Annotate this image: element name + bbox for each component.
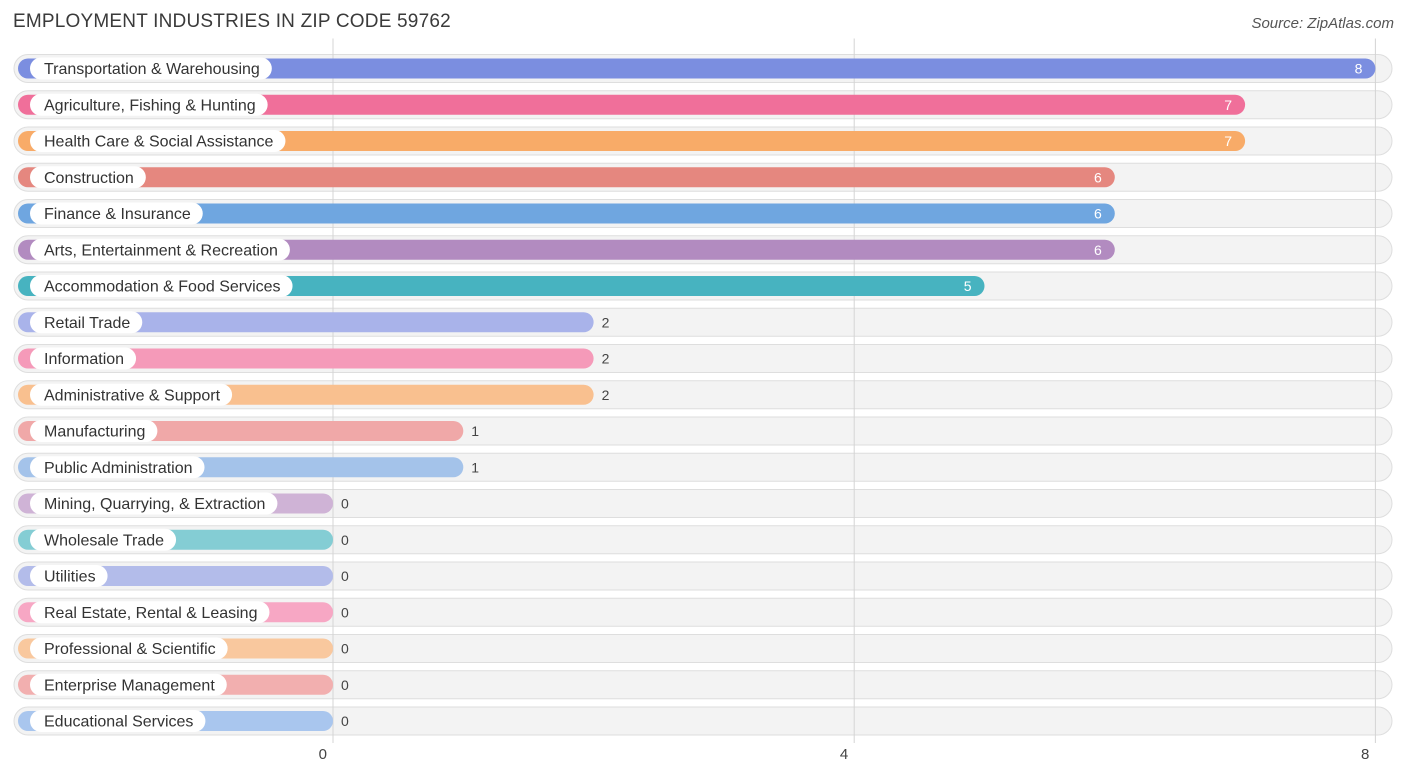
bar (18, 203, 1115, 224)
value-label: 1 (471, 459, 479, 475)
bar-row: Retail Trade 2 (18, 311, 610, 334)
category-label-pill (30, 673, 227, 696)
category-label: Enterprise Management (44, 677, 215, 694)
category-label-pill (30, 420, 158, 442)
row-background (13, 634, 1393, 663)
value-label: 0 (341, 496, 349, 512)
bar (18, 312, 594, 333)
category-label-pill (30, 637, 228, 660)
category-label: Accommodation & Food Services (44, 279, 281, 296)
category-label-pill (30, 492, 278, 515)
category-label-pill (30, 311, 143, 334)
category-label: Real Estate, Rental & Leasing (44, 605, 257, 622)
bar-row: Finance & Insurance 6 (18, 202, 1115, 225)
category-label: Wholesale Trade (44, 532, 164, 549)
bar (18, 94, 1246, 115)
category-label-pill (30, 383, 233, 406)
category-label: Information (44, 351, 124, 368)
category-label-pill (30, 166, 146, 189)
category-label: Public Administration (44, 460, 193, 477)
bar-row: Health Care & Social Assistance 7 (18, 130, 1246, 152)
category-label: Mining, Quarrying, & Extraction (44, 496, 265, 513)
bar-row: Arts, Entertainment & Recreation 6 (18, 238, 1115, 261)
bar-row: Mining, Quarrying, & Extraction 0 (18, 492, 349, 515)
bar (18, 131, 1246, 151)
value-label: 6 (1094, 206, 1102, 222)
value-label: 0 (341, 604, 349, 620)
bar-row: Manufacturing 1 (18, 420, 479, 442)
category-label: Retail Trade (44, 315, 130, 332)
x-tick-label: 8 (1361, 746, 1369, 763)
value-label: 0 (341, 677, 349, 693)
bar (18, 58, 1376, 79)
category-label-pill (30, 601, 270, 624)
category-label: Construction (44, 170, 134, 187)
category-label: Educational Services (44, 714, 193, 731)
bar-row: Utilities 0 (18, 565, 349, 587)
x-axis: 0 4 8 (319, 746, 1370, 763)
bar-row: Construction 6 (18, 166, 1115, 189)
category-label: Professional & Scientific (44, 641, 216, 658)
row-background (13, 670, 1393, 700)
bar-row: Public Administration 1 (18, 456, 479, 479)
category-label-pill (30, 347, 137, 370)
category-label: Utilities (44, 569, 96, 586)
bar-row: Professional & Scientific 0 (18, 637, 349, 660)
value-label: 7 (1224, 133, 1232, 149)
bar-row: Information 2 (18, 347, 610, 370)
category-label-pill (30, 130, 286, 152)
bar-row: Accommodation & Food Services 5 (18, 275, 985, 297)
category-label-pill (30, 238, 290, 261)
bar-row: Enterprise Management 0 (18, 673, 349, 696)
rows-layer: Transportation & Warehousing 8 Agriculture… (18, 57, 1376, 732)
value-label: 2 (602, 351, 610, 367)
category-label-pill (30, 528, 177, 551)
category-label: Finance & Insurance (44, 206, 191, 223)
bar-row: Agriculture, Fishing & Hunting 7 (18, 93, 1246, 116)
value-label: 7 (1224, 97, 1232, 113)
source-note: Source: ZipAtlas.com (1251, 15, 1394, 32)
value-label: 6 (1094, 169, 1102, 185)
bar (18, 167, 1115, 188)
bar-row: Wholesale Trade 0 (18, 528, 349, 551)
value-label: 0 (341, 532, 349, 548)
category-label-pill (30, 565, 108, 587)
value-label: 2 (602, 387, 610, 403)
category-label: Manufacturing (44, 424, 145, 441)
value-label: 0 (341, 713, 349, 729)
category-label-pill (30, 456, 205, 479)
category-label-pill (30, 93, 268, 116)
bar-row: Administrative & Support 2 (18, 383, 610, 406)
bar-row: Real Estate, Rental & Leasing 0 (18, 601, 349, 624)
value-label: 5 (964, 278, 972, 294)
category-label-pill (30, 710, 206, 732)
bar (18, 348, 594, 369)
bar-row: Educational Services 0 (18, 710, 349, 732)
x-tick-label: 0 (319, 746, 327, 763)
category-label: Administrative & Support (44, 387, 221, 404)
value-label: 6 (1094, 242, 1102, 258)
bar-row: Transportation & Warehousing 8 (18, 57, 1376, 80)
chart-title: EMPLOYMENT INDUSTRIES IN ZIP CODE 59762 (13, 11, 451, 32)
category-label: Agriculture, Fishing & Hunting (44, 97, 256, 114)
row-background (13, 597, 1393, 627)
row-background (13, 706, 1393, 736)
value-label: 2 (602, 314, 610, 330)
value-label: 0 (341, 568, 349, 584)
category-label: Health Care & Social Assistance (44, 134, 274, 151)
row-background (13, 525, 1393, 555)
bar (18, 239, 1115, 260)
category-label: Arts, Entertainment & Recreation (44, 242, 278, 259)
category-label-pill (30, 57, 272, 80)
x-tick-label: 4 (840, 746, 848, 763)
value-label: 8 (1355, 61, 1363, 77)
category-label-pill (30, 275, 293, 297)
row-background (13, 489, 1393, 518)
value-label: 1 (471, 423, 479, 439)
row-background (13, 561, 1393, 591)
category-label: Transportation & Warehousing (44, 61, 260, 78)
category-label-pill (30, 202, 203, 225)
value-label: 0 (341, 641, 349, 657)
